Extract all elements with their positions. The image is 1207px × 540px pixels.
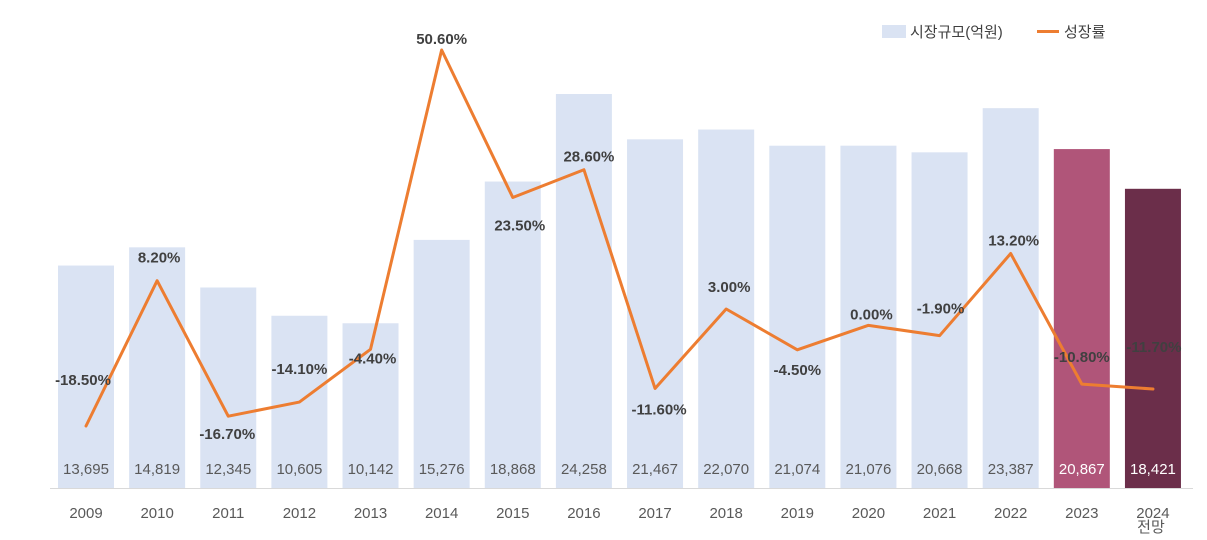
- bar-2014: [413, 239, 470, 488]
- bar-value-label-2011: 12,345: [205, 461, 251, 478]
- bar-value-label-2023: 20,867: [1059, 461, 1105, 478]
- x-axis-layer: 2009 2010 2011 2012 2013 2014 2015 2016 2017 2018…: [69, 505, 1169, 536]
- rate-label-2015: 23.50%: [494, 217, 545, 234]
- x-tick-label-2012: 2012: [283, 505, 316, 522]
- line-layer: [84, 48, 1155, 428]
- bar-value-label-2021: 20,668: [917, 461, 963, 478]
- x-tick-label-2017: 2017: [638, 505, 671, 522]
- legend: 시장규모(억원) 성장률: [882, 24, 1106, 41]
- rate-label-2010: 8.20%: [138, 250, 181, 267]
- x-tick-label-2020: 2020: [852, 505, 885, 522]
- x-tick-label-2014: 2014: [425, 505, 458, 522]
- x-tick-label-2013: 2013: [354, 505, 387, 522]
- bar-labels-layer: 13,695 14,819 12,345 10,605 10,142 15,276 18,8…: [63, 461, 1176, 478]
- rate-label-2016: 28.60%: [563, 149, 614, 166]
- bar-2009: [58, 265, 114, 488]
- rate-label-2018: 3.00%: [708, 279, 751, 296]
- x-tick-label-2022: 2022: [994, 505, 1027, 522]
- bar-value-label-2009: 13,695: [63, 461, 109, 478]
- x-tick-label-2015: 2015: [496, 505, 529, 522]
- bar-value-label-2015: 18,868: [490, 461, 536, 478]
- rate-label-2009: -18.50%: [55, 372, 111, 389]
- bar-value-label-2024: 18,421: [1130, 461, 1176, 478]
- bar-value-label-2019: 21,074: [774, 461, 820, 478]
- rate-label-2023: -10.80%: [1054, 349, 1110, 366]
- x-tick-label-2024: 2024: [1136, 505, 1169, 522]
- bar-value-label-2017: 21,467: [632, 461, 678, 478]
- bar-value-label-2022: 23,387: [988, 461, 1034, 478]
- legend-line-label: 성장률: [1064, 24, 1106, 41]
- bar-value-label-2013: 10,142: [348, 461, 394, 478]
- bar-value-label-2016: 24,258: [561, 461, 607, 478]
- bar-value-label-2010: 14,819: [134, 461, 180, 478]
- rate-label-2017: -11.60%: [632, 401, 687, 418]
- x-tick-label-2009: 2009: [69, 505, 102, 522]
- rate-label-2021: -1.90%: [917, 301, 965, 318]
- bar-value-label-2020: 21,076: [845, 461, 891, 478]
- rate-label-2012: -14.10%: [271, 361, 327, 378]
- x-tick-label-2019: 2019: [781, 505, 814, 522]
- bar-value-label-2014: 15,276: [419, 461, 465, 478]
- bars-layer: [58, 94, 1181, 489]
- bar-2015: [484, 181, 541, 489]
- bar-2010: [129, 247, 186, 488]
- rate-label-2019: -4.50%: [774, 362, 822, 379]
- bar-value-label-2018: 22,070: [703, 461, 749, 478]
- bar-2020: [840, 145, 897, 488]
- rate-labels-layer: -18.50% 8.20% -16.70% -14.10% -4.40% 50.60% 23…: [55, 31, 1181, 443]
- bar-value-label-2012: 10,605: [276, 461, 322, 478]
- rate-label-2014: 50.60%: [416, 31, 467, 48]
- rate-label-2022: 13.20%: [988, 233, 1039, 250]
- rate-label-2024: -11.70%: [1126, 339, 1181, 356]
- rate-label-2013: -4.40%: [349, 350, 397, 367]
- x-tick-sublabel-2024: 전망: [1137, 519, 1165, 536]
- bar-2019: [769, 145, 826, 488]
- bar-2017: [627, 139, 684, 488]
- bar-2021: [911, 152, 968, 488]
- rate-label-2011: -16.70%: [199, 426, 255, 443]
- rate-label-2020: 0.00%: [850, 306, 893, 323]
- x-tick-label-2023: 2023: [1065, 505, 1098, 522]
- bar-2022: [982, 108, 1039, 489]
- bar-2023: [1053, 149, 1110, 488]
- x-tick-label-2016: 2016: [567, 505, 600, 522]
- bar-2016: [555, 94, 612, 488]
- growth-rate-line: [84, 48, 1155, 428]
- bar-2011: [200, 287, 257, 488]
- legend-bar-swatch: [882, 25, 906, 38]
- legend-bar-label: 시장규모(억원): [910, 24, 1003, 41]
- x-tick-label-2018: 2018: [709, 505, 742, 522]
- bar-2024: [1124, 188, 1181, 489]
- x-tick-label-2021: 2021: [923, 505, 956, 522]
- x-tick-label-2011: 2011: [212, 505, 244, 522]
- x-tick-label-2010: 2010: [140, 505, 173, 522]
